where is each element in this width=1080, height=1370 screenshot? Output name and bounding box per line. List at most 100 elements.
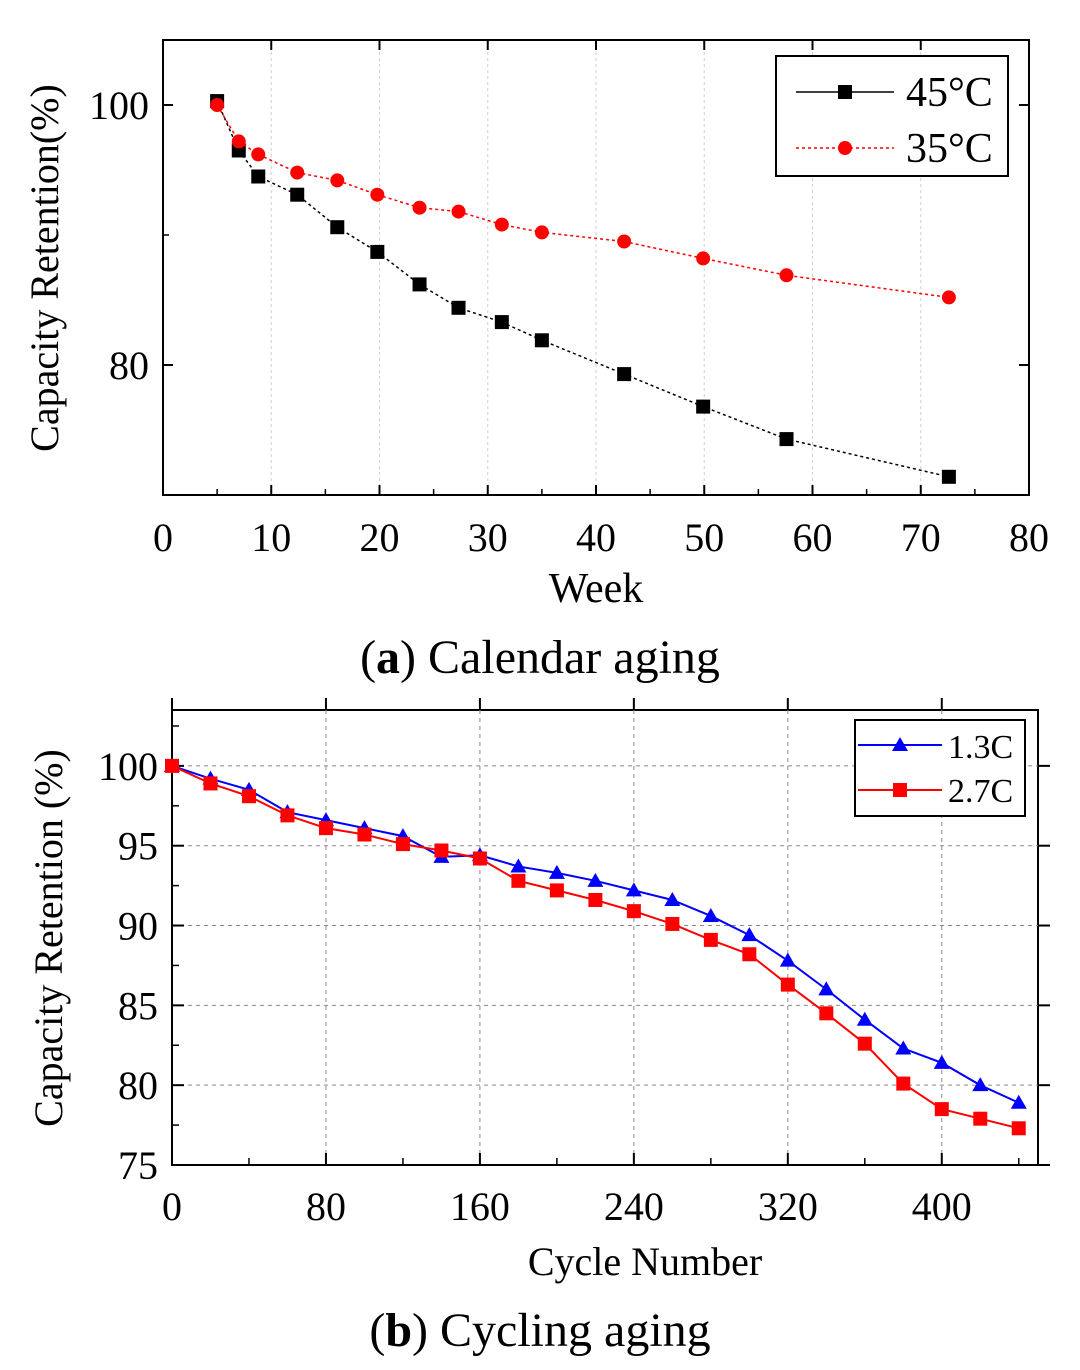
series-line-45c bbox=[216, 100, 950, 478]
data-point-2-7c bbox=[896, 1076, 911, 1091]
y-tick-label-b: 90 bbox=[118, 904, 158, 949]
data-point-1-3c bbox=[779, 952, 796, 967]
data-point-1-3c bbox=[895, 1040, 912, 1055]
legend-label-45c: 45°C bbox=[906, 70, 993, 116]
legend-label-1-3c: 1.3C bbox=[948, 729, 1013, 766]
data-point-2-7c bbox=[819, 1006, 834, 1021]
data-point-2-7c bbox=[357, 827, 372, 842]
data-point-35c bbox=[534, 225, 549, 240]
data-point-1-3c bbox=[856, 1011, 873, 1026]
series-b bbox=[164, 757, 1027, 1136]
data-point-2-7c bbox=[165, 758, 179, 773]
data-point-2-7c bbox=[703, 932, 718, 947]
data-point-35c bbox=[617, 234, 632, 249]
data-point-35c bbox=[210, 98, 225, 112]
data-point-1-3c bbox=[972, 1077, 989, 1092]
legend-a: 45°C 35°C bbox=[775, 55, 1009, 177]
caption-b: (b) Cycling aging bbox=[369, 1304, 711, 1357]
data-point-35c bbox=[494, 217, 509, 232]
legend-marker-1-3c bbox=[892, 737, 908, 751]
y-axis-label-b: Capacity Retention (%) bbox=[26, 749, 71, 1127]
data-point-35c bbox=[370, 187, 385, 202]
data-point-45c bbox=[290, 187, 305, 202]
data-point-1-3c bbox=[664, 891, 681, 906]
x-tick-label-a: 10 bbox=[251, 515, 291, 560]
legend-label-35c: 35°C bbox=[906, 126, 993, 172]
data-point-2-7c bbox=[241, 789, 256, 804]
series-a bbox=[210, 94, 956, 484]
data-point-2-7c bbox=[318, 821, 333, 836]
x-tick-label-b: 80 bbox=[306, 1184, 346, 1229]
y-tick-label-b: 85 bbox=[118, 983, 158, 1028]
y-tick-label-b: 95 bbox=[118, 824, 158, 869]
x-tick-label-b: 320 bbox=[758, 1184, 818, 1229]
plot-frame-b bbox=[171, 709, 1039, 1166]
legend-b: 1.3C 2.7C bbox=[854, 719, 1026, 817]
data-point-2-7c bbox=[742, 947, 757, 962]
y-tick-label-a: 100 bbox=[89, 83, 149, 128]
x-tick-label-b: 160 bbox=[450, 1184, 510, 1229]
data-point-35c bbox=[779, 268, 794, 283]
caption-b-label: b bbox=[385, 1304, 413, 1357]
legend-marker-2-7c bbox=[893, 783, 907, 797]
data-point-35c bbox=[330, 173, 345, 188]
data-point-2-7c bbox=[549, 883, 564, 898]
data-point-45c bbox=[779, 432, 794, 447]
data-point-1-3c bbox=[548, 864, 565, 879]
x-axis-label-a: Week bbox=[549, 566, 644, 612]
data-point-35c bbox=[290, 165, 305, 180]
data-point-35c bbox=[696, 251, 711, 266]
data-point-45c bbox=[534, 333, 549, 348]
data-point-2-7c bbox=[626, 904, 641, 919]
calendar-aging-chart: 0 10 20 30 40 50 60 70 80 80 100 Week Capacity Ret… bbox=[22, 39, 1049, 612]
data-point-2-7c bbox=[434, 843, 449, 858]
data-point-2-7c bbox=[203, 776, 218, 791]
cycling-aging-chart: 0 80 160 240 320 400 75 80 85 90 95 100 Cycle Numbe… bbox=[26, 698, 1050, 1284]
caption-a-text: Calendar aging bbox=[416, 631, 720, 684]
x-axis-label-b: Cycle Number bbox=[528, 1239, 762, 1284]
data-point-2-7c bbox=[780, 977, 795, 992]
data-point-1-3c bbox=[587, 872, 604, 887]
data-point-45c bbox=[941, 469, 956, 484]
data-point-2-7c bbox=[588, 892, 603, 907]
x-tick-label-b: 0 bbox=[162, 1184, 182, 1229]
data-point-2-7c bbox=[857, 1036, 872, 1051]
data-point-2-7c bbox=[395, 837, 410, 852]
data-point-2-7c bbox=[665, 916, 680, 931]
data-point-35c bbox=[451, 204, 466, 219]
x-tick-label-a: 80 bbox=[1009, 515, 1049, 560]
data-point-1-3c bbox=[510, 858, 527, 873]
y-tick-label-b: 80 bbox=[118, 1063, 158, 1108]
caption-b-text: Cycling aging bbox=[428, 1304, 711, 1357]
data-point-2-7c bbox=[511, 873, 526, 888]
legend-label-2-7c: 2.7C bbox=[948, 773, 1013, 810]
data-point-35c bbox=[412, 200, 427, 215]
x-tick-label-a: 70 bbox=[901, 515, 941, 560]
data-point-2-7c bbox=[280, 808, 295, 823]
data-point-45c bbox=[251, 169, 266, 184]
grid-a bbox=[270, 40, 922, 495]
caption-a-label: a bbox=[376, 631, 401, 684]
legend-box-a bbox=[775, 55, 1009, 177]
data-point-45c bbox=[617, 367, 632, 382]
y-tick-label-a: 80 bbox=[109, 343, 149, 388]
x-tick-label-a: 0 bbox=[153, 515, 173, 560]
data-point-45c bbox=[696, 399, 711, 414]
x-tick-label-b: 400 bbox=[912, 1184, 972, 1229]
data-point-2-7c bbox=[934, 1102, 949, 1117]
data-point-1-3c bbox=[818, 981, 835, 996]
data-point-2-7c bbox=[1011, 1121, 1026, 1136]
data-point-1-3c bbox=[625, 882, 642, 897]
data-point-35c bbox=[231, 134, 246, 149]
x-tick-label-b: 240 bbox=[604, 1184, 664, 1229]
data-point-45c bbox=[330, 220, 345, 235]
legend-box-b bbox=[854, 719, 1026, 817]
data-point-1-3c bbox=[741, 927, 758, 942]
x-tick-label-a: 40 bbox=[576, 515, 616, 560]
data-point-35c bbox=[941, 290, 956, 305]
x-tick-label-a: 30 bbox=[468, 515, 508, 560]
legend-marker-45c bbox=[838, 85, 852, 99]
y-tick-label-b: 100 bbox=[98, 744, 158, 789]
series-line-2-7c bbox=[171, 764, 1019, 1130]
x-tick-label-a: 50 bbox=[684, 515, 724, 560]
